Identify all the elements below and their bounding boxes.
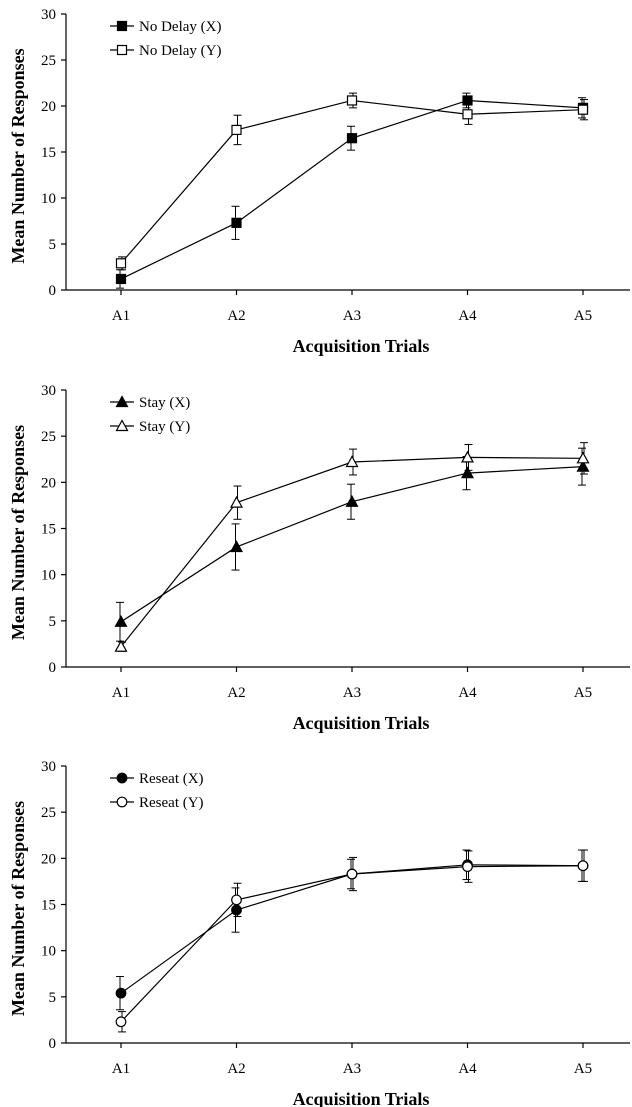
series-square-open — [115, 92, 589, 271]
data-point — [462, 95, 473, 106]
data-point — [577, 104, 589, 115]
series-line — [120, 99, 584, 264]
series-square-filled — [115, 92, 589, 289]
x-tick-label: A4 — [458, 308, 477, 324]
x-tick-label: A5 — [574, 1061, 592, 1077]
chart-panel-3: 0 5 10 15 20 25 30 A1 A2 A3 A4 A5 Acquisition Trials… — [8, 759, 630, 1107]
data-point — [462, 861, 473, 873]
y-axis-title: Mean Number of Responses — [8, 801, 28, 1016]
legend-label: Reseat (Y) — [139, 795, 204, 811]
y-tick-label: 20 — [41, 851, 56, 867]
y-tick-label: 15 — [41, 145, 56, 161]
data-point — [115, 273, 127, 285]
data-point — [346, 868, 358, 880]
data-point — [346, 133, 358, 144]
legend-label: No Delay (Y) — [139, 43, 221, 59]
data-point — [231, 894, 242, 906]
y-tick-label: 10 — [41, 191, 56, 207]
y-axis-title: Mean Number of Responses — [8, 425, 28, 640]
y-tick-label: 10 — [41, 568, 56, 584]
data-point — [115, 987, 127, 999]
legend-marker — [115, 419, 129, 432]
legend: Stay (X) Stay (Y) — [110, 395, 190, 435]
x-tick-label: A5 — [574, 308, 592, 324]
y-axis-title: Mean Number of Responses — [8, 48, 28, 263]
legend-marker — [115, 395, 129, 408]
x-tick-label: A1 — [112, 1061, 130, 1077]
y-tick-label: 25 — [41, 53, 56, 69]
data-point — [229, 540, 244, 553]
y-tick-label: 30 — [41, 759, 56, 775]
legend: No Delay (X) No Delay (Y) — [110, 19, 221, 59]
data-point — [231, 217, 242, 228]
data-point — [231, 904, 242, 916]
legend-label: Stay (X) — [139, 395, 190, 411]
y-tick-label: 10 — [41, 944, 56, 960]
x-tick-label: A4 — [458, 1061, 477, 1077]
data-point — [576, 459, 590, 472]
data-point — [114, 615, 128, 627]
y-tick-label: 30 — [41, 383, 56, 399]
x-axis-title: Acquisition Trials — [293, 1089, 430, 1107]
legend-marker — [116, 772, 128, 784]
series-line — [120, 466, 584, 623]
x-axis-title: Acquisition Trials — [293, 713, 430, 733]
y-tick-label: 0 — [49, 660, 57, 676]
series-line — [120, 864, 584, 994]
legend-marker — [116, 796, 128, 808]
y-tick-label: 5 — [49, 614, 57, 630]
y-tick-label: 30 — [41, 7, 56, 23]
data-point — [345, 494, 359, 507]
x-tick-label: A3 — [343, 1061, 361, 1077]
data-point — [346, 95, 358, 106]
x-axis-title: Acquisition Trials — [293, 336, 430, 356]
legend-label: Stay (Y) — [139, 419, 190, 435]
data-point — [462, 109, 473, 120]
y-tick-label: 0 — [49, 283, 57, 299]
x-tick-label: A2 — [227, 308, 245, 324]
series-triangle-filled — [114, 447, 590, 642]
chart-panel-1: 0 5 10 15 20 25 30 A1 A2 A3 A4 A5 Acquisition Trials… — [8, 7, 630, 356]
legend: Reseat (X) Reseat (Y) — [110, 771, 204, 811]
data-point — [231, 124, 242, 136]
legend-label: Reseat (X) — [139, 771, 204, 787]
y-tick-label: 25 — [41, 429, 56, 445]
data-point — [345, 455, 359, 468]
series-line — [120, 99, 584, 280]
legend-label: No Delay (X) — [139, 19, 221, 35]
data-point — [114, 639, 128, 652]
y-tick-label: 15 — [41, 898, 56, 914]
x-tick-label: A3 — [343, 308, 361, 324]
series-circle-open — [115, 849, 589, 1033]
x-tick-label: A1 — [112, 308, 130, 324]
x-tick-label: A4 — [458, 685, 477, 701]
data-point — [577, 860, 589, 872]
data-point — [229, 495, 244, 508]
y-tick-label: 5 — [49, 990, 57, 1006]
y-tick-label: 20 — [41, 99, 56, 115]
data-point — [460, 450, 475, 463]
legend-marker — [116, 20, 128, 32]
chart-panel-2: 0 5 10 15 20 25 30 A1 A2 A3 A4 A5 Acquisition Trials… — [8, 383, 630, 733]
data-point — [115, 1016, 127, 1028]
data-point — [576, 451, 590, 464]
y-tick-label: 25 — [41, 805, 56, 821]
x-tick-label: A3 — [343, 685, 361, 701]
x-tick-label: A2 — [227, 1061, 245, 1077]
y-tick-label: 20 — [41, 475, 56, 491]
data-point — [115, 258, 127, 269]
x-tick-label: A1 — [112, 685, 130, 701]
x-tick-label: A5 — [574, 685, 592, 701]
legend-marker — [116, 44, 128, 56]
x-tick-label: A2 — [227, 685, 245, 701]
series-line — [120, 456, 584, 648]
y-tick-label: 15 — [41, 522, 56, 538]
y-tick-label: 5 — [49, 237, 57, 253]
data-point — [460, 466, 475, 479]
y-tick-label: 0 — [49, 1036, 57, 1052]
series-triangle-open — [114, 442, 590, 652]
